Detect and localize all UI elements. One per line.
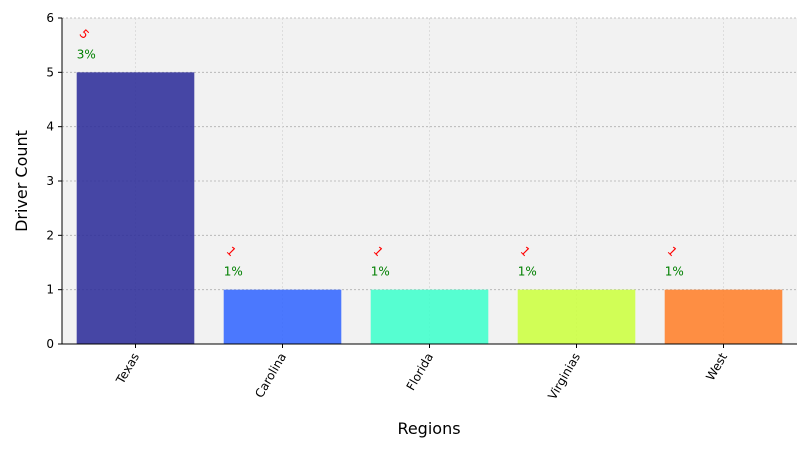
x-ticks: Texas Carolina Florida Virginias West — [113, 344, 730, 402]
y-tick-label: 0 — [46, 337, 54, 351]
x-tick-label: Florida — [404, 351, 437, 393]
bar-florida — [370, 289, 489, 344]
y-axis-title: Driver Count — [12, 130, 31, 232]
x-tick-label: Texas — [113, 351, 142, 388]
y-tick-label: 4 — [46, 120, 54, 134]
y-tick-label: 3 — [46, 174, 54, 188]
y-tick-label: 5 — [46, 65, 54, 79]
percent-label: 1% — [371, 265, 390, 279]
y-tick-label: 1 — [46, 283, 54, 297]
bars — [76, 72, 783, 344]
percent-label: 1% — [224, 265, 243, 279]
y-tick-label: 6 — [46, 11, 54, 25]
x-axis-title: Regions — [397, 419, 460, 438]
percent-labels: 3% 1% 1% 1% 1% — [77, 47, 684, 278]
x-tick-label: West — [703, 350, 730, 383]
percent-label: 3% — [77, 47, 96, 61]
percent-label: 1% — [665, 265, 684, 279]
y-ticks: 0 1 2 3 4 5 6 — [46, 11, 62, 351]
bar-texas — [76, 72, 195, 344]
x-tick-label: Virginias — [545, 351, 583, 403]
x-tick-label: Carolina — [252, 351, 289, 401]
percent-label: 1% — [518, 265, 537, 279]
bar-west — [664, 289, 783, 344]
bar-carolina — [223, 289, 342, 344]
y-tick-label: 2 — [46, 228, 54, 242]
bar-virginias — [517, 289, 636, 344]
